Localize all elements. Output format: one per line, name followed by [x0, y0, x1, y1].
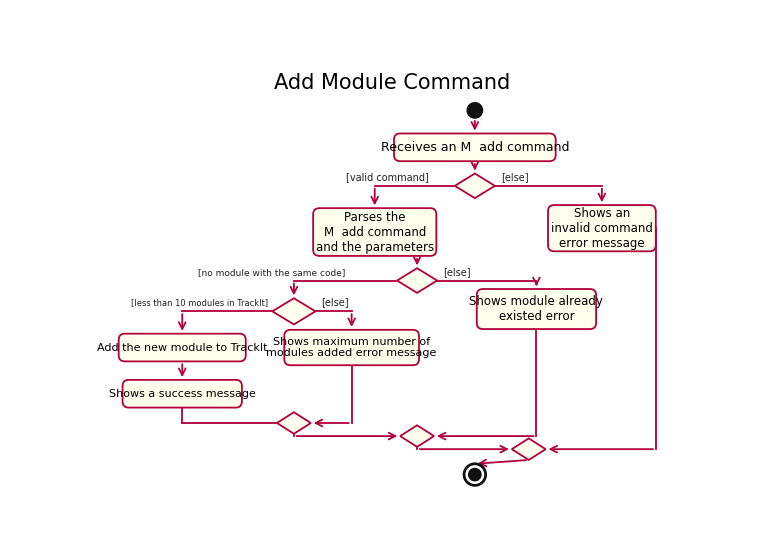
FancyBboxPatch shape: [394, 134, 555, 161]
Circle shape: [467, 102, 483, 118]
Circle shape: [464, 464, 486, 485]
Text: Shows an
invalid command
error message: Shows an invalid command error message: [551, 207, 653, 250]
Polygon shape: [400, 425, 434, 447]
Text: [else]: [else]: [321, 297, 350, 307]
Text: Shows maximum number of
modules added error message: Shows maximum number of modules added er…: [266, 337, 437, 358]
Text: Parses the
M  add command
and the parameters: Parses the M add command and the paramet…: [316, 211, 434, 254]
FancyBboxPatch shape: [285, 330, 419, 365]
Text: [valid command]: [valid command]: [346, 172, 428, 182]
Text: [less than 10 modules in TrackIt]: [less than 10 modules in TrackIt]: [132, 299, 269, 307]
Text: Shows a success message: Shows a success message: [109, 389, 256, 399]
Polygon shape: [512, 438, 545, 460]
Text: Add Module Command: Add Module Command: [274, 74, 510, 94]
FancyBboxPatch shape: [119, 334, 246, 361]
Text: Shows module already
existed error: Shows module already existed error: [470, 295, 604, 323]
FancyBboxPatch shape: [477, 289, 596, 329]
Polygon shape: [272, 298, 315, 325]
Polygon shape: [397, 268, 437, 293]
Text: [else]: [else]: [501, 172, 529, 182]
Text: Add the new module to TrackIt: Add the new module to TrackIt: [97, 342, 268, 352]
Circle shape: [469, 469, 481, 481]
Polygon shape: [455, 173, 495, 198]
Text: [else]: [else]: [443, 266, 471, 276]
Text: Receives an M  add command: Receives an M add command: [380, 141, 569, 154]
FancyBboxPatch shape: [122, 380, 242, 408]
FancyBboxPatch shape: [313, 208, 436, 256]
Polygon shape: [277, 412, 311, 434]
Text: [no module with the same code]: [no module with the same code]: [198, 268, 346, 276]
FancyBboxPatch shape: [548, 205, 656, 252]
